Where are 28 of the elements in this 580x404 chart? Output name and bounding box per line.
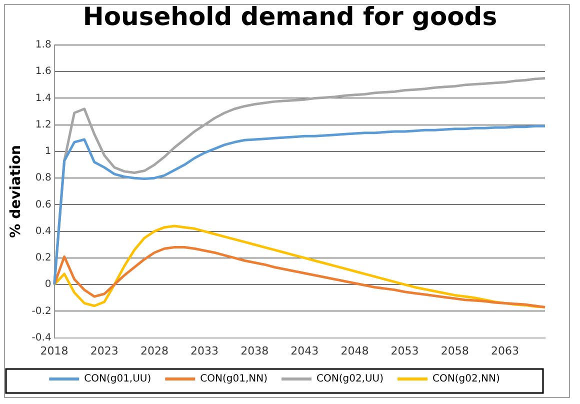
x-tick-label: 2028 [140,344,168,358]
x-tick-label: 2063 [490,344,519,358]
chart-title: Household demand for goods [82,2,498,31]
y-tick-label: 0 [44,279,52,290]
x-tick-label: 2033 [190,344,219,358]
y-tick-label: 1 [44,146,52,158]
y-axis-title: % deviation [8,144,24,238]
x-tick-label: 2038 [240,344,269,358]
legend-label: CON(g01,NN) [200,374,268,385]
y-tick-label: 1.6 [35,66,52,78]
legend-label: CON(g02,NN) [432,374,500,385]
x-tick-label: 2048 [340,344,369,358]
y-tick-label: 1.2 [35,119,52,130]
y-tick-label: 0.6 [35,199,52,210]
y-tick-label: 0.8 [35,172,52,184]
x-tick-label: 2018 [40,344,68,358]
x-tick-label: 2023 [90,344,118,358]
y-tick-label: -0.2 [32,306,52,317]
legend-label: CON(g02,UU) [316,374,384,385]
x-tick-label: 2053 [390,344,419,358]
y-tick-label: -0.4 [32,332,52,344]
legend-label: CON(g01,UU) [84,374,152,385]
x-tick-label: 2043 [290,344,319,358]
y-tick-label: 1.8 [35,40,52,51]
x-tick-label: 2058 [440,344,469,358]
y-tick-label: 1.4 [35,92,52,104]
y-tick-label: 0.4 [35,226,52,237]
y-tick-label: 0.2 [35,252,52,264]
